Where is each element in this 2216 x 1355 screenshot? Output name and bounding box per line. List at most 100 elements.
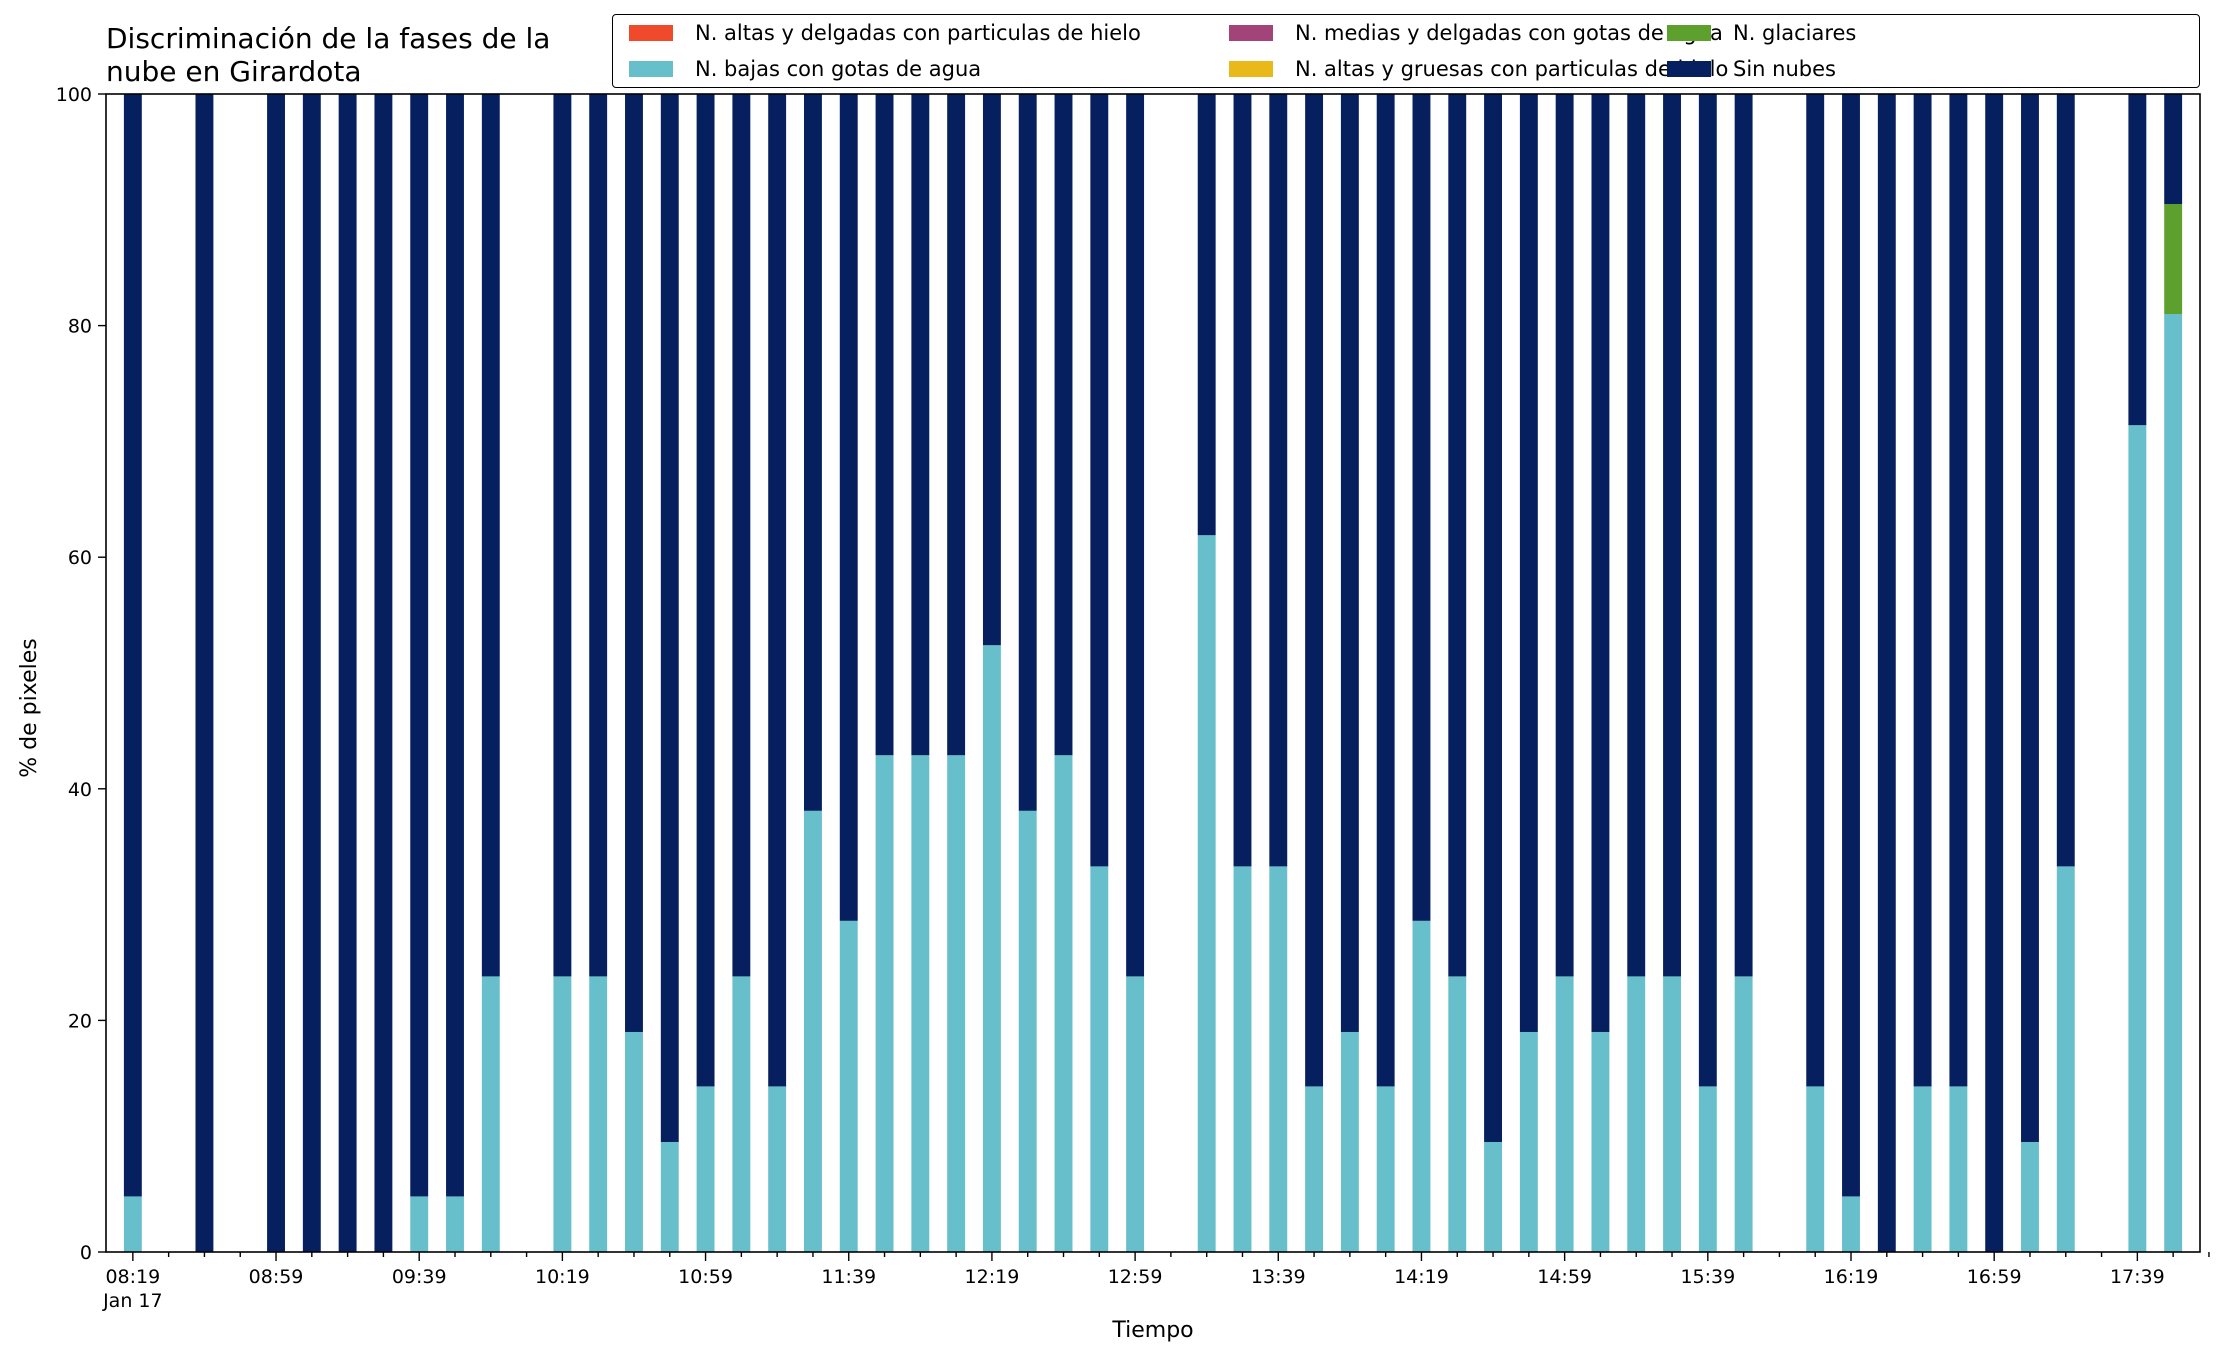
legend-swatch [629, 25, 673, 41]
bar-segment-14:19-s5 [1412, 94, 1431, 921]
bar-segment-13:39-s5 [1269, 94, 1288, 867]
legend-swatch [1667, 61, 1711, 77]
bar-segment-08:19-s5 [123, 94, 142, 1197]
bar-segment-16:59-s5 [1985, 94, 2004, 1252]
x-tick-label: 12:19 [965, 1266, 1020, 1288]
bar-segment-10:39-s5 [625, 94, 643, 1032]
bar-segment-12:29-s5 [1018, 94, 1037, 811]
bar-segment-12:19-s2 [982, 645, 1001, 1252]
bar-segment-15:09-s2 [1591, 1031, 1610, 1252]
bar-segment-15:39-s5 [1698, 94, 1717, 1087]
bar-segment-13:49-s2 [1305, 1086, 1324, 1252]
bar-segment-13:59-s5 [1340, 94, 1359, 1032]
bar-segment-14:39-s5 [1484, 94, 1502, 1142]
bar-segment-11:29-s2 [804, 810, 822, 1252]
bar-segment-11:59-s2 [911, 755, 930, 1252]
bar-segment-14:19-s2 [1412, 920, 1431, 1252]
bar-segment-16:29-s5 [1877, 94, 1896, 1252]
bar-segment-10:29-s5 [589, 94, 608, 977]
bar-segment-17:19-s2 [2056, 866, 2075, 1252]
bar-segment-17:49-s5 [2164, 94, 2183, 205]
x-tick-label: 12:59 [1108, 1266, 1163, 1288]
y-axis: 0 20 40 60 80 100 [56, 84, 106, 1264]
bar-segment-15:29-s5 [1663, 94, 1681, 977]
x-tick-label: 14:59 [1537, 1266, 1592, 1288]
bar-segment-13:19-s5 [1197, 94, 1216, 536]
y-tick-label: 100 [56, 84, 92, 106]
bar-segment-10:29-s2 [589, 976, 608, 1252]
bar-segment-12:19-s5 [982, 94, 1001, 646]
bar-segment-08:59-s5 [267, 94, 285, 1252]
x-tick-label: 13:39 [1251, 1266, 1306, 1288]
bar-segment-09:49-s5 [446, 94, 464, 1197]
bar-segment-11:09-s2 [732, 976, 751, 1252]
bar-segment-12:49-s2 [1090, 866, 1109, 1252]
bar-segment-16:49-s5 [1949, 94, 1968, 1087]
legend-item: N. bajas con gotas de agua [621, 51, 981, 87]
bar-segment-17:09-s5 [2021, 94, 2039, 1142]
bar-segment-15:49-s2 [1734, 976, 1753, 1252]
bar-segment-15:49-s5 [1734, 94, 1753, 977]
bar-segment-11:39-s2 [839, 920, 858, 1252]
bar-segment-17:09-s2 [2021, 1141, 2039, 1252]
bar-segment-15:09-s5 [1591, 94, 1610, 1032]
x-axis-label: Tiempo [1111, 1318, 1193, 1343]
x-tick-label: 11:39 [821, 1266, 876, 1288]
bar-segment-11:19-s2 [768, 1086, 787, 1252]
bar-segment-10:19-s2 [553, 976, 572, 1252]
chart-legend: N. altas y delgadas con particulas de hi… [612, 14, 2200, 88]
bar-segment-17:19-s5 [2056, 94, 2075, 867]
bar-segment-12:39-s2 [1054, 755, 1073, 1252]
bar-segment-10:59-s2 [696, 1086, 715, 1252]
bar-segment-14:49-s2 [1519, 1031, 1538, 1252]
y-tick-label: 40 [68, 779, 92, 801]
bar-segment-16:09-s5 [1806, 94, 1825, 1087]
x-tick-label: 10:19 [535, 1266, 590, 1288]
bar-segment-13:59-s2 [1340, 1031, 1359, 1252]
bar-segment-16:19-s5 [1842, 94, 1860, 1197]
bar-segment-17:39-s2 [2128, 425, 2147, 1252]
bar-segment-12:49-s5 [1090, 94, 1109, 867]
bar-segment-11:49-s2 [875, 755, 894, 1252]
bars-layer [123, 94, 2183, 1252]
bar-segment-16:39-s2 [1913, 1086, 1932, 1252]
bar-segment-12:09-s5 [947, 94, 966, 756]
bar-segment-16:39-s5 [1913, 94, 1932, 1087]
bar-segment-13:49-s5 [1305, 94, 1324, 1087]
bar-segment-16:09-s2 [1806, 1086, 1825, 1252]
bar-segment-08:39-s5 [195, 94, 214, 1252]
legend-label: N. medias y delgadas con gotas de agua [1295, 21, 1723, 45]
bar-segment-14:49-s5 [1519, 94, 1538, 1032]
bar-segment-09:59-s5 [481, 94, 500, 977]
x-tick-label: 08:19 [105, 1266, 160, 1288]
legend-swatch [629, 61, 673, 77]
bar-segment-14:59-s5 [1555, 94, 1574, 977]
y-axis-label: % de pixeles [17, 638, 42, 777]
x-tick-label: 08:59 [249, 1266, 304, 1288]
bar-segment-09:19-s5 [338, 94, 357, 1252]
bar-segment-12:39-s5 [1054, 94, 1073, 756]
y-tick-label: 0 [80, 1242, 92, 1264]
bar-segment-17:39-s5 [2128, 94, 2147, 426]
bar-segment-12:59-s5 [1126, 94, 1145, 977]
legend-swatch [1229, 25, 1273, 41]
bar-segment-13:19-s2 [1197, 535, 1216, 1252]
bar-segment-12:29-s2 [1018, 810, 1037, 1252]
legend-label: N. glaciares [1733, 21, 1857, 45]
bar-segment-11:09-s5 [732, 94, 751, 977]
bar-segment-13:29-s2 [1233, 866, 1252, 1252]
bar-segment-17:49-s3 [2164, 204, 2183, 315]
legend-label: Sin nubes [1733, 57, 1836, 81]
legend-label: N. bajas con gotas de agua [695, 57, 982, 81]
bar-segment-10:49-s5 [660, 94, 679, 1142]
legend-item: N. glaciares [1659, 15, 1856, 51]
bar-segment-13:29-s5 [1233, 94, 1252, 867]
bar-segment-11:29-s5 [804, 94, 822, 811]
bar-segment-11:59-s5 [911, 94, 930, 756]
y-tick-label: 80 [68, 316, 92, 338]
axes-frame [105, 93, 2201, 1253]
bar-segment-09:59-s2 [481, 976, 500, 1252]
bar-segment-14:39-s2 [1484, 1141, 1502, 1252]
